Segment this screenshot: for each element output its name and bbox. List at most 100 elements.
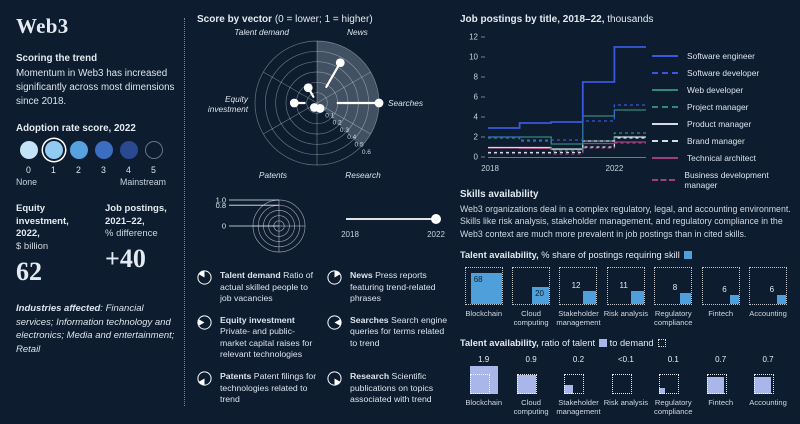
definition-text: Talent demand Ratio of actual skilled pe… bbox=[220, 270, 314, 304]
talent-fill-square bbox=[754, 376, 772, 394]
share-value: 68 bbox=[473, 274, 483, 284]
demand-outline-square: 6 bbox=[701, 266, 740, 305]
share-item-stakeholder-management: 12 Stakeholder management bbox=[555, 266, 602, 328]
legend-line-swatch bbox=[652, 55, 678, 57]
demand-outline-square: 11 bbox=[606, 266, 645, 305]
adoption-circle bbox=[144, 140, 163, 159]
svg-text:0.1: 0.1 bbox=[325, 112, 334, 119]
demand-outline-square: 20 bbox=[512, 266, 551, 305]
svg-text:Research: Research bbox=[345, 170, 381, 180]
demand-outline-square bbox=[564, 373, 585, 394]
svg-text:2022: 2022 bbox=[427, 230, 445, 239]
demand-outline-square: 8 bbox=[654, 266, 693, 305]
legend-line-swatch bbox=[652, 157, 678, 159]
adoption-score-1: 1 bbox=[41, 140, 66, 175]
legend-label: Web developer bbox=[687, 85, 744, 95]
legend-label: Business development manager bbox=[684, 170, 769, 190]
legend-label: Product manager bbox=[687, 119, 752, 129]
sector-wedge-icon bbox=[327, 371, 342, 386]
svg-text:8: 8 bbox=[474, 73, 479, 82]
category-label: Blockchain bbox=[465, 397, 503, 407]
adoption-score-4: 4 bbox=[116, 140, 141, 175]
share-value: 6 bbox=[769, 284, 775, 294]
svg-text:Searches: Searches bbox=[388, 98, 423, 108]
sector-wedge-icon bbox=[197, 315, 212, 330]
adoption-circle-selected bbox=[44, 140, 63, 159]
adoption-rate-scale: 0 1 2 3 4 5 bbox=[16, 140, 178, 175]
legend-item-software-engineer: Software engineer bbox=[652, 51, 792, 61]
definition-text: Equity investment Private- and public-ma… bbox=[220, 314, 313, 360]
share-square-chart: 68 Blockchain 20 Cloud computing 12 Stakehold… bbox=[460, 266, 792, 328]
definition-text: Searches Search engine queries for terms… bbox=[350, 314, 448, 348]
adoption-circle bbox=[119, 140, 138, 159]
stat-unit: % difference bbox=[105, 228, 158, 240]
category-label: Regulatory compliance bbox=[654, 397, 693, 417]
talent-fill-square bbox=[706, 376, 724, 394]
category-label: Regulatory compliance bbox=[654, 308, 693, 328]
adoption-circle bbox=[19, 140, 38, 159]
column-divider bbox=[184, 18, 185, 406]
ratio-squares bbox=[469, 365, 498, 394]
share-fill-square bbox=[583, 290, 597, 304]
ratio-value: 0.9 bbox=[525, 354, 537, 364]
radar-trail-News bbox=[325, 61, 342, 88]
category-label: Risk analysis bbox=[603, 397, 649, 407]
legend-line-swatch bbox=[652, 89, 678, 91]
adoption-heading: Adoption rate score, 2022 bbox=[16, 122, 136, 134]
ratio-squares bbox=[517, 366, 545, 394]
share-item-risk-analysis: 11 Risk analysis bbox=[602, 266, 649, 328]
share-chart-heading: Talent availability, % share of postings… bbox=[460, 250, 792, 260]
svg-text:0.3: 0.3 bbox=[340, 127, 349, 134]
radar-point-Searches bbox=[374, 98, 384, 108]
svg-text:10: 10 bbox=[469, 53, 478, 62]
radar-point-Talent demand bbox=[303, 83, 313, 93]
demand-outline-square bbox=[611, 373, 632, 394]
legend-item-product-manager: Product manager bbox=[652, 119, 792, 129]
ratio-value: <0.1 bbox=[617, 354, 634, 364]
demand-outline-square bbox=[517, 373, 538, 394]
jobs-chart-heading: Job postings by title, 2018–22, thousand… bbox=[460, 14, 654, 25]
ratio-chart-heading: Talent availability, ratio of talent to … bbox=[460, 338, 792, 348]
timeline-legend: 2018 2022 bbox=[341, 214, 445, 239]
series-web-developer bbox=[488, 109, 646, 145]
legend-item-project-manager: Project manager bbox=[652, 102, 792, 112]
stat-job-postings: Job postings, 2021–22, % difference +40 bbox=[105, 203, 178, 287]
category-label: Risk analysis bbox=[603, 308, 649, 318]
category-label: Fintech bbox=[708, 397, 734, 407]
svg-text:2018: 2018 bbox=[481, 164, 499, 173]
ratio-square-chart: 1.9 Blockchain 0.9 Cloud computing 0.2 Stakeh… bbox=[460, 355, 792, 417]
stat-value: 62 bbox=[16, 257, 42, 287]
adoption-circle bbox=[94, 140, 113, 159]
ratio-item-regulatory-compliance: 0.1 Regulatory compliance bbox=[650, 355, 697, 417]
series-brand-manager bbox=[488, 137, 646, 154]
scale-min-label: None bbox=[16, 176, 38, 187]
ratio-value: 0.7 bbox=[762, 354, 774, 364]
adoption-circle bbox=[69, 140, 88, 159]
page-title: Web3 bbox=[16, 14, 69, 38]
svg-text:0.2: 0.2 bbox=[333, 120, 342, 127]
adoption-score-label: 2 bbox=[76, 164, 81, 175]
sector-wedge-icon bbox=[197, 270, 212, 285]
share-fill-square bbox=[680, 292, 692, 304]
talent-fill-square bbox=[469, 365, 498, 394]
adoption-score-label: 0 bbox=[26, 164, 31, 175]
share-fill-square bbox=[729, 294, 739, 304]
series-software-engineer bbox=[488, 46, 646, 129]
legend-label: Technical architect bbox=[687, 153, 756, 163]
svg-text:0.4: 0.4 bbox=[347, 134, 356, 141]
industries-text: Industries affected: Financial services;… bbox=[16, 303, 175, 355]
svg-text:6: 6 bbox=[474, 93, 479, 102]
ratio-item-blockchain: 1.9 Blockchain bbox=[460, 355, 507, 417]
svg-text:0: 0 bbox=[474, 153, 479, 162]
sector-wedge-icon bbox=[197, 371, 212, 386]
svg-text:2022: 2022 bbox=[606, 164, 624, 173]
svg-text:2: 2 bbox=[474, 133, 479, 142]
vector-heading: Score by vector (0 = lower; 1 = higher) bbox=[197, 14, 373, 25]
demand-outline-square: 6 bbox=[749, 266, 788, 305]
share-item-accounting: 6 Accounting bbox=[744, 266, 791, 328]
ratio-squares bbox=[754, 366, 782, 394]
sector-wedge-icon bbox=[327, 315, 342, 330]
legend-item-software-developer: Software developer bbox=[652, 68, 792, 78]
share-fill-square bbox=[630, 290, 644, 304]
